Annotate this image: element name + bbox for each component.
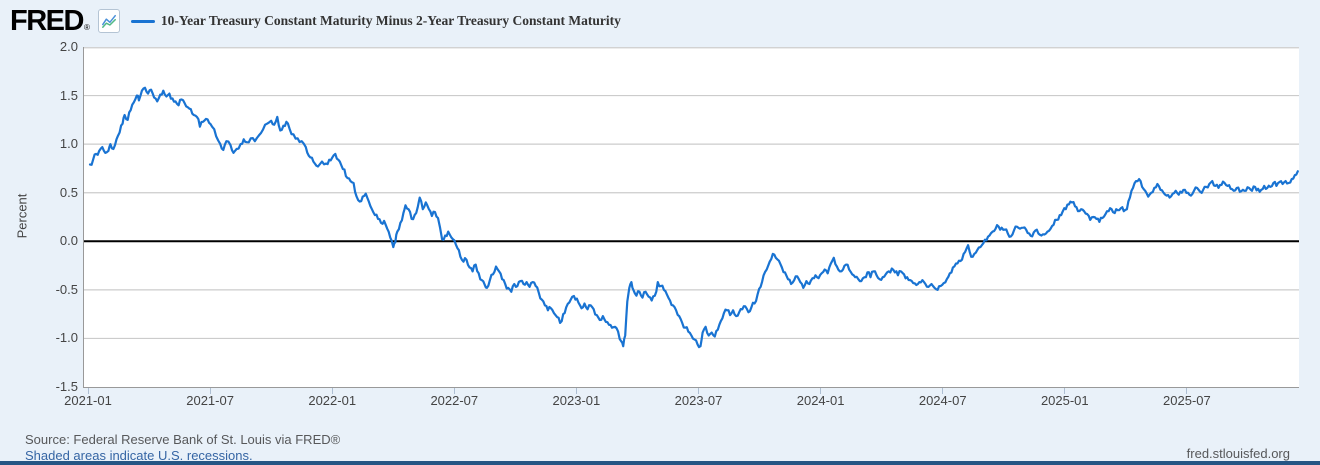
bottom-bar xyxy=(0,461,1320,465)
y-tick-label: -1.0 xyxy=(55,330,78,346)
x-tick-label: 2025-01 xyxy=(1040,393,1089,408)
x-tick-label: 2022-01 xyxy=(308,393,357,408)
y-tick-label: 1.5 xyxy=(59,87,78,103)
data-line xyxy=(88,86,1299,349)
x-tick-mark xyxy=(942,388,944,394)
x-tick-mark xyxy=(331,388,333,394)
source-text: Source: Federal Reserve Bank of St. Loui… xyxy=(25,432,341,447)
y-tick-label: 0.0 xyxy=(59,233,78,249)
legend: 10-Year Treasury Constant Maturity Minus… xyxy=(130,13,621,29)
x-tick-label: 2023-07 xyxy=(674,393,723,408)
y-tick-label: 0.5 xyxy=(59,184,78,200)
x-tick-mark xyxy=(1186,388,1188,394)
fred-registered-mark: ® xyxy=(83,23,90,32)
legend-line-swatch xyxy=(130,19,155,23)
recession-note-link[interactable]: Shaded areas indicate U.S. recessions. xyxy=(25,448,253,463)
x-tick-mark xyxy=(1064,388,1066,394)
x-tick-mark xyxy=(575,388,577,394)
x-tick-label: 2022-07 xyxy=(430,393,479,408)
x-tick-label: 2021-01 xyxy=(64,393,112,408)
x-tick-label: 2024-01 xyxy=(796,393,845,408)
chart-header: FRED ® 10-Year Treasury Constant Maturit… xyxy=(10,5,621,37)
x-tick-label: 2025-07 xyxy=(1163,393,1211,408)
chart-plot-area[interactable] xyxy=(83,47,1299,388)
fred-logo-text: FRED xyxy=(10,5,84,37)
x-tick-mark xyxy=(209,388,211,394)
x-tick-mark xyxy=(87,388,89,394)
x-tick-label: 2023-01 xyxy=(552,393,601,408)
line-chart-icon xyxy=(97,9,120,33)
x-tick-label: 2024-07 xyxy=(918,393,967,408)
site-url: fred.stlouisfed.org xyxy=(1186,446,1290,461)
fred-logo[interactable]: FRED ® xyxy=(10,5,90,37)
series-title: 10-Year Treasury Constant Maturity Minus… xyxy=(160,13,621,28)
y-tick-label: -1.5 xyxy=(55,379,78,394)
x-tick-mark xyxy=(453,388,455,394)
gridlines xyxy=(84,47,1299,340)
x-tick-label: 2021-07 xyxy=(186,393,234,408)
y-tick-label: 1.0 xyxy=(59,136,78,152)
y-tick-label: 2.0 xyxy=(59,39,78,54)
y-tick-label: -0.5 xyxy=(55,281,78,297)
x-tick-mark xyxy=(820,388,822,394)
x-tick-mark xyxy=(698,388,699,394)
